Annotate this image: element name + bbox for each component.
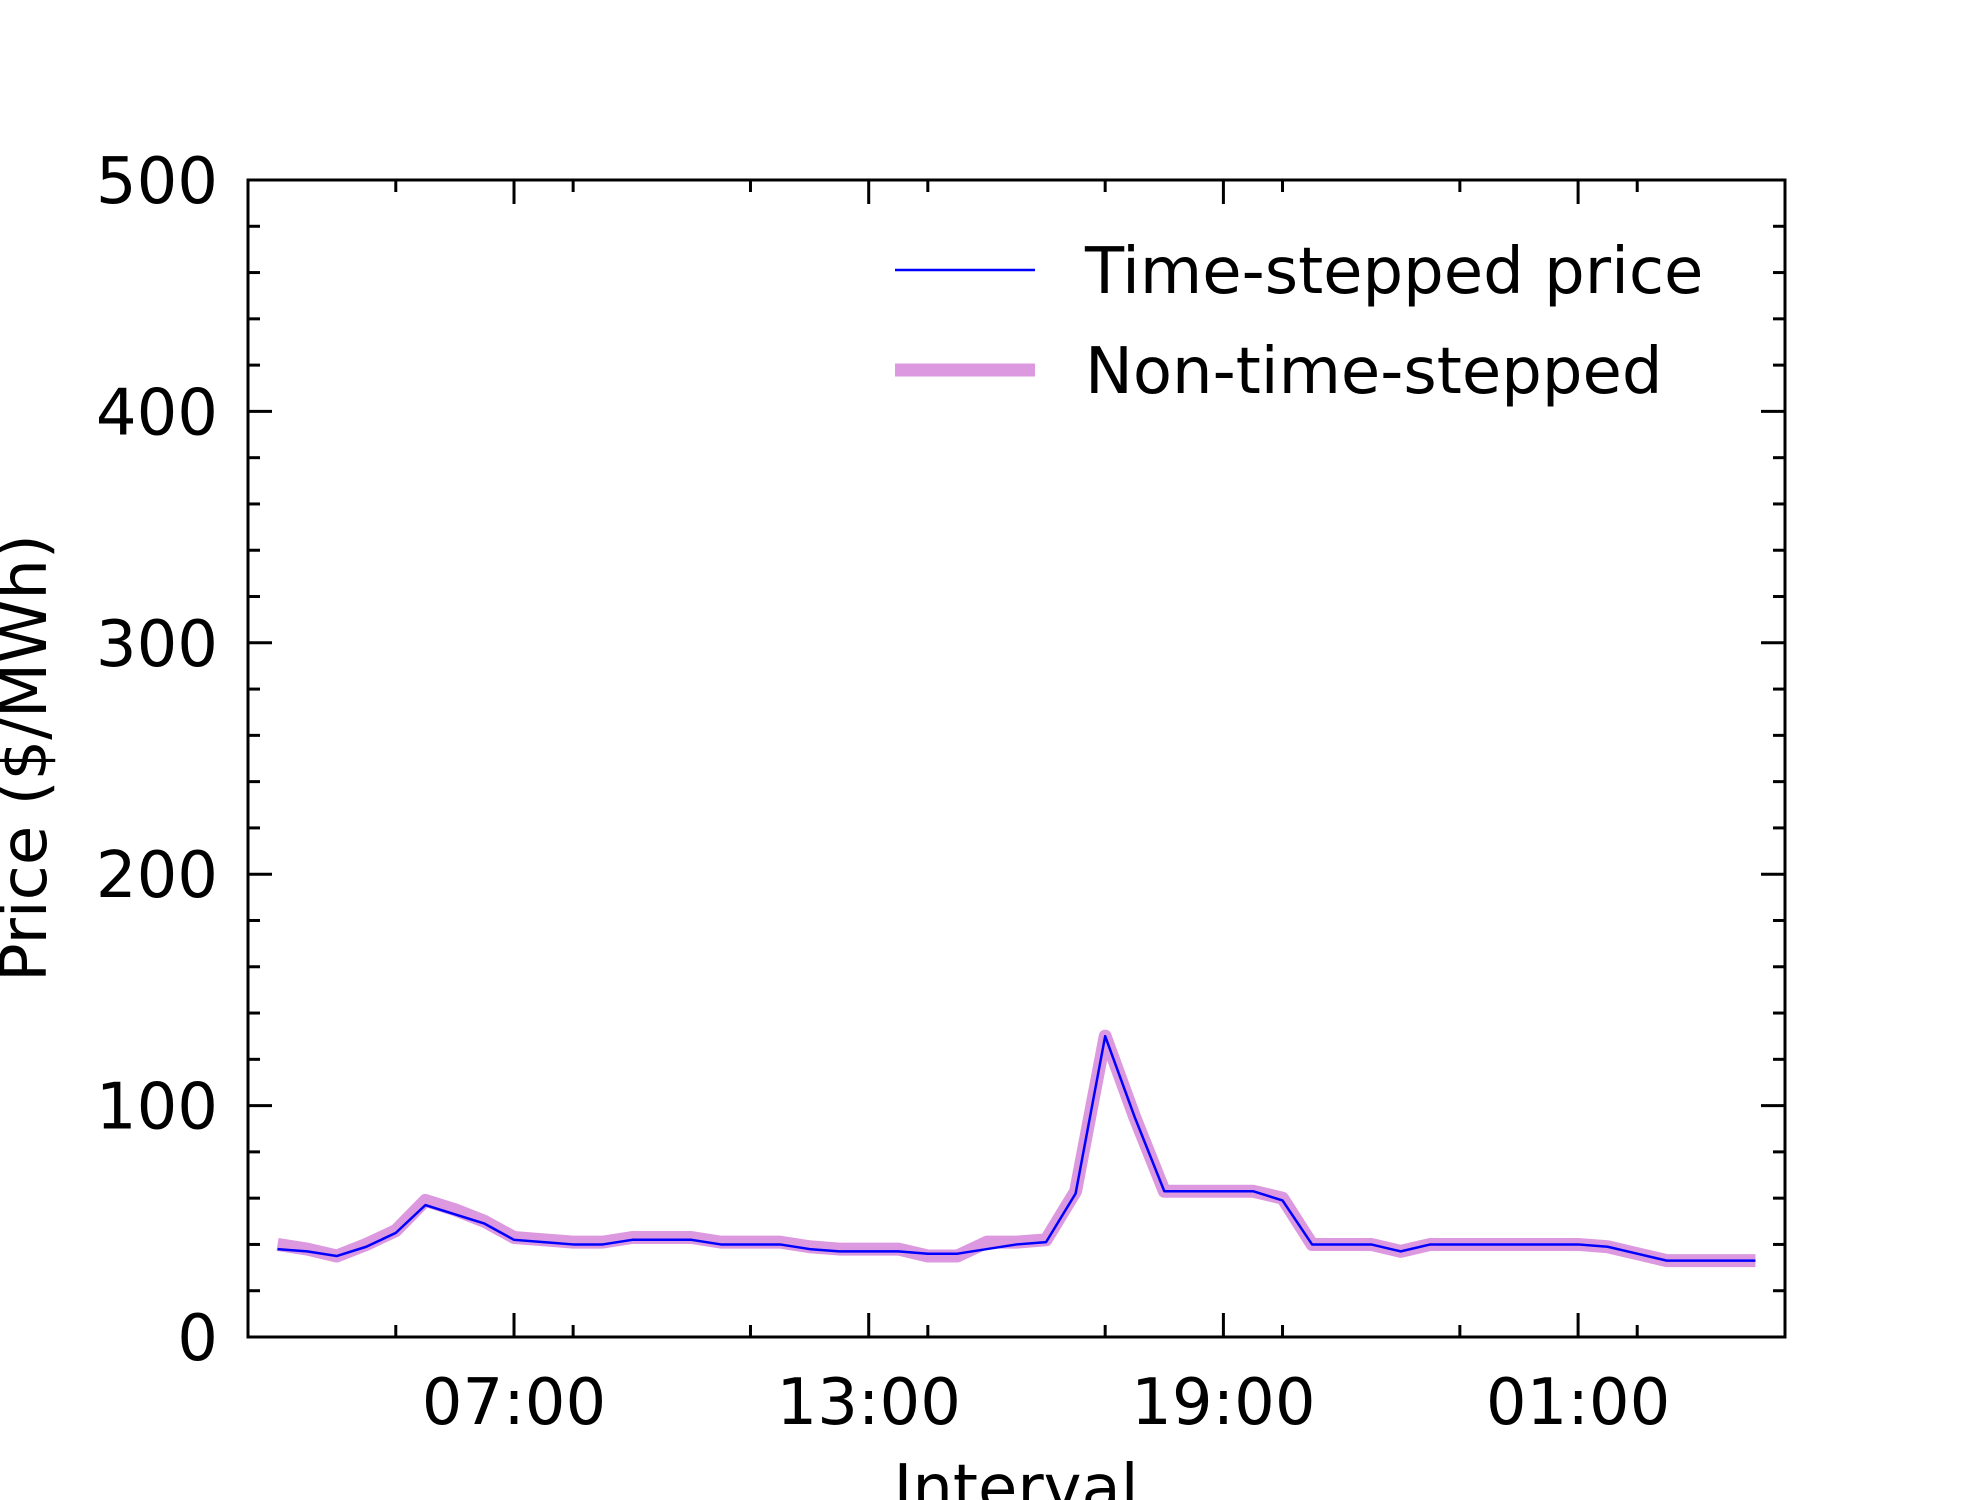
tick-layer: 0 100 200 300 400 500 07:00 13:00 19:00 01:00: [96, 145, 1785, 1440]
x-tick-label: 07:00: [422, 1366, 606, 1440]
y-tick-label: 500: [96, 145, 218, 219]
x-tick-label: 13:00: [776, 1366, 960, 1440]
legend-label-1: Non-time-stepped: [1085, 335, 1662, 409]
y-tick-label: 400: [96, 376, 218, 450]
series-layer: [276, 1029, 1756, 1268]
x-tick-label: 01:00: [1486, 1366, 1670, 1440]
y-tick-label: 100: [96, 1071, 218, 1145]
y-tick-label: 200: [96, 839, 218, 913]
y-tick-label: 300: [96, 608, 218, 682]
series-line-1: [276, 1029, 1756, 1268]
x-axis-title: Interval: [893, 1452, 1138, 1500]
x-tick-label: 19:00: [1131, 1366, 1315, 1440]
legend: Time-stepped price Non-time-stepped: [895, 235, 1703, 409]
y-tick-label: 0: [177, 1302, 218, 1376]
legend-label-0: Time-stepped price: [1084, 235, 1703, 309]
y-axis-title: Price ($/MWh): [0, 534, 62, 982]
series-line-0: [277, 1034, 1756, 1262]
plot-frame: [246, 178, 1787, 1339]
